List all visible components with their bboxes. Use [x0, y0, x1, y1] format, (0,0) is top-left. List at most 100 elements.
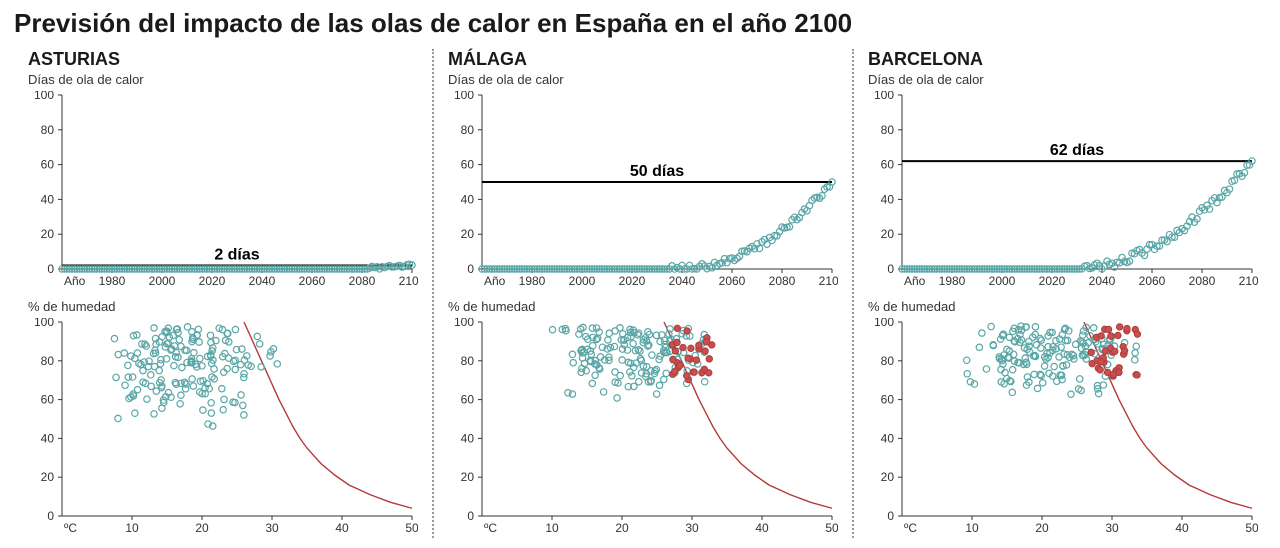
- svg-text:2060: 2060: [299, 274, 326, 288]
- svg-text:100: 100: [34, 318, 54, 329]
- svg-text:60: 60: [41, 158, 55, 172]
- panel-asturias: ASTURIASDías de ola de calor020406080100…: [14, 49, 432, 538]
- svg-text:10: 10: [545, 521, 559, 535]
- svg-text:1980: 1980: [519, 274, 546, 288]
- svg-text:30: 30: [685, 521, 699, 535]
- svg-text:40: 40: [335, 521, 349, 535]
- annotation-label: 2 días: [214, 247, 259, 264]
- svg-text:0: 0: [47, 262, 54, 276]
- svg-text:Año: Año: [904, 274, 926, 288]
- panels-row: ASTURIASDías de ola de calor020406080100…: [14, 49, 1266, 538]
- svg-text:100: 100: [454, 91, 474, 102]
- svg-text:2020: 2020: [619, 274, 646, 288]
- svg-text:30: 30: [1105, 521, 1119, 535]
- svg-text:100: 100: [34, 91, 54, 102]
- svg-text:ºC: ºC: [904, 521, 917, 535]
- svg-text:100: 100: [874, 318, 894, 329]
- svg-text:20: 20: [881, 227, 895, 241]
- svg-text:20: 20: [41, 470, 55, 484]
- svg-text:2000: 2000: [989, 274, 1016, 288]
- svg-text:2040: 2040: [669, 274, 696, 288]
- panel-barcelona: BARCELONADías de ola de calor02040608010…: [852, 49, 1272, 538]
- svg-text:2060: 2060: [1139, 274, 1166, 288]
- svg-text:30: 30: [265, 521, 279, 535]
- top-chart: 0204060801001980200020202040206020802100…: [28, 91, 418, 291]
- svg-text:80: 80: [881, 123, 895, 137]
- svg-text:40: 40: [881, 431, 895, 445]
- svg-text:2100: 2100: [819, 274, 838, 288]
- svg-text:40: 40: [41, 431, 55, 445]
- svg-text:ºC: ºC: [64, 521, 77, 535]
- svg-text:0: 0: [887, 509, 894, 523]
- svg-text:60: 60: [461, 393, 475, 407]
- svg-text:2080: 2080: [1189, 274, 1216, 288]
- svg-text:2000: 2000: [149, 274, 176, 288]
- svg-text:80: 80: [461, 354, 475, 368]
- annotation-label: 50 días: [630, 163, 684, 180]
- svg-text:2040: 2040: [1089, 274, 1116, 288]
- svg-text:0: 0: [887, 262, 894, 276]
- bottom-chart: 0 20 40 60 80 100 10 20 30 40 50 ºC: [28, 318, 418, 538]
- svg-text:40: 40: [881, 192, 895, 206]
- svg-text:10: 10: [965, 521, 979, 535]
- svg-text:60: 60: [881, 158, 895, 172]
- panel-málaga: MÁLAGADías de ola de calor02040608010019…: [432, 49, 852, 538]
- svg-text:40: 40: [461, 192, 475, 206]
- svg-text:100: 100: [874, 91, 894, 102]
- top-chart: 0204060801001980200020202040206020802100…: [868, 91, 1258, 291]
- region-name: BARCELONA: [868, 49, 1258, 70]
- svg-text:50: 50: [825, 521, 838, 535]
- svg-text:60: 60: [881, 393, 895, 407]
- svg-text:0: 0: [47, 509, 54, 523]
- svg-text:10: 10: [125, 521, 139, 535]
- bottom-subtitle: % de humedad: [28, 299, 418, 314]
- top-chart: 0204060801001980200020202040206020802100…: [448, 91, 838, 291]
- svg-text:ºC: ºC: [484, 521, 497, 535]
- svg-text:50: 50: [1245, 521, 1258, 535]
- page-title: Previsión del impacto de las olas de cal…: [14, 8, 1266, 39]
- svg-text:2000: 2000: [569, 274, 596, 288]
- svg-text:80: 80: [881, 354, 895, 368]
- svg-text:20: 20: [881, 470, 895, 484]
- svg-text:2040: 2040: [249, 274, 276, 288]
- svg-text:80: 80: [461, 123, 475, 137]
- svg-text:40: 40: [41, 192, 55, 206]
- svg-text:60: 60: [461, 158, 475, 172]
- svg-text:20: 20: [1035, 521, 1049, 535]
- region-name: ASTURIAS: [28, 49, 418, 70]
- bottom-subtitle: % de humedad: [448, 299, 838, 314]
- svg-text:1980: 1980: [99, 274, 126, 288]
- svg-text:20: 20: [195, 521, 209, 535]
- svg-text:20: 20: [41, 227, 55, 241]
- svg-text:2060: 2060: [719, 274, 746, 288]
- svg-text:0: 0: [467, 509, 474, 523]
- bottom-chart: 0 20 40 60 80 100 10 20 30 40 50 ºC: [448, 318, 838, 538]
- svg-text:1980: 1980: [939, 274, 966, 288]
- svg-text:Año: Año: [484, 274, 506, 288]
- annotation-label: 62 días: [1050, 142, 1104, 159]
- bottom-chart: 0 20 40 60 80 100 10 20 30 40 50 ºC: [868, 318, 1258, 538]
- svg-text:40: 40: [461, 431, 475, 445]
- svg-text:2100: 2100: [1239, 274, 1258, 288]
- svg-text:80: 80: [41, 354, 55, 368]
- svg-text:2020: 2020: [1039, 274, 1066, 288]
- svg-text:20: 20: [615, 521, 629, 535]
- svg-text:Año: Año: [64, 274, 86, 288]
- svg-text:20: 20: [461, 470, 475, 484]
- svg-text:80: 80: [41, 123, 55, 137]
- svg-text:60: 60: [41, 393, 55, 407]
- svg-text:40: 40: [755, 521, 769, 535]
- bottom-subtitle: % de humedad: [868, 299, 1258, 314]
- top-subtitle: Días de ola de calor: [448, 72, 838, 87]
- svg-text:50: 50: [405, 521, 418, 535]
- svg-text:2100: 2100: [399, 274, 418, 288]
- svg-text:2020: 2020: [199, 274, 226, 288]
- svg-text:40: 40: [1175, 521, 1189, 535]
- svg-text:100: 100: [454, 318, 474, 329]
- region-name: MÁLAGA: [448, 49, 838, 70]
- top-subtitle: Días de ola de calor: [28, 72, 418, 87]
- svg-text:2080: 2080: [769, 274, 796, 288]
- svg-text:20: 20: [461, 227, 475, 241]
- svg-text:0: 0: [467, 262, 474, 276]
- top-subtitle: Días de ola de calor: [868, 72, 1258, 87]
